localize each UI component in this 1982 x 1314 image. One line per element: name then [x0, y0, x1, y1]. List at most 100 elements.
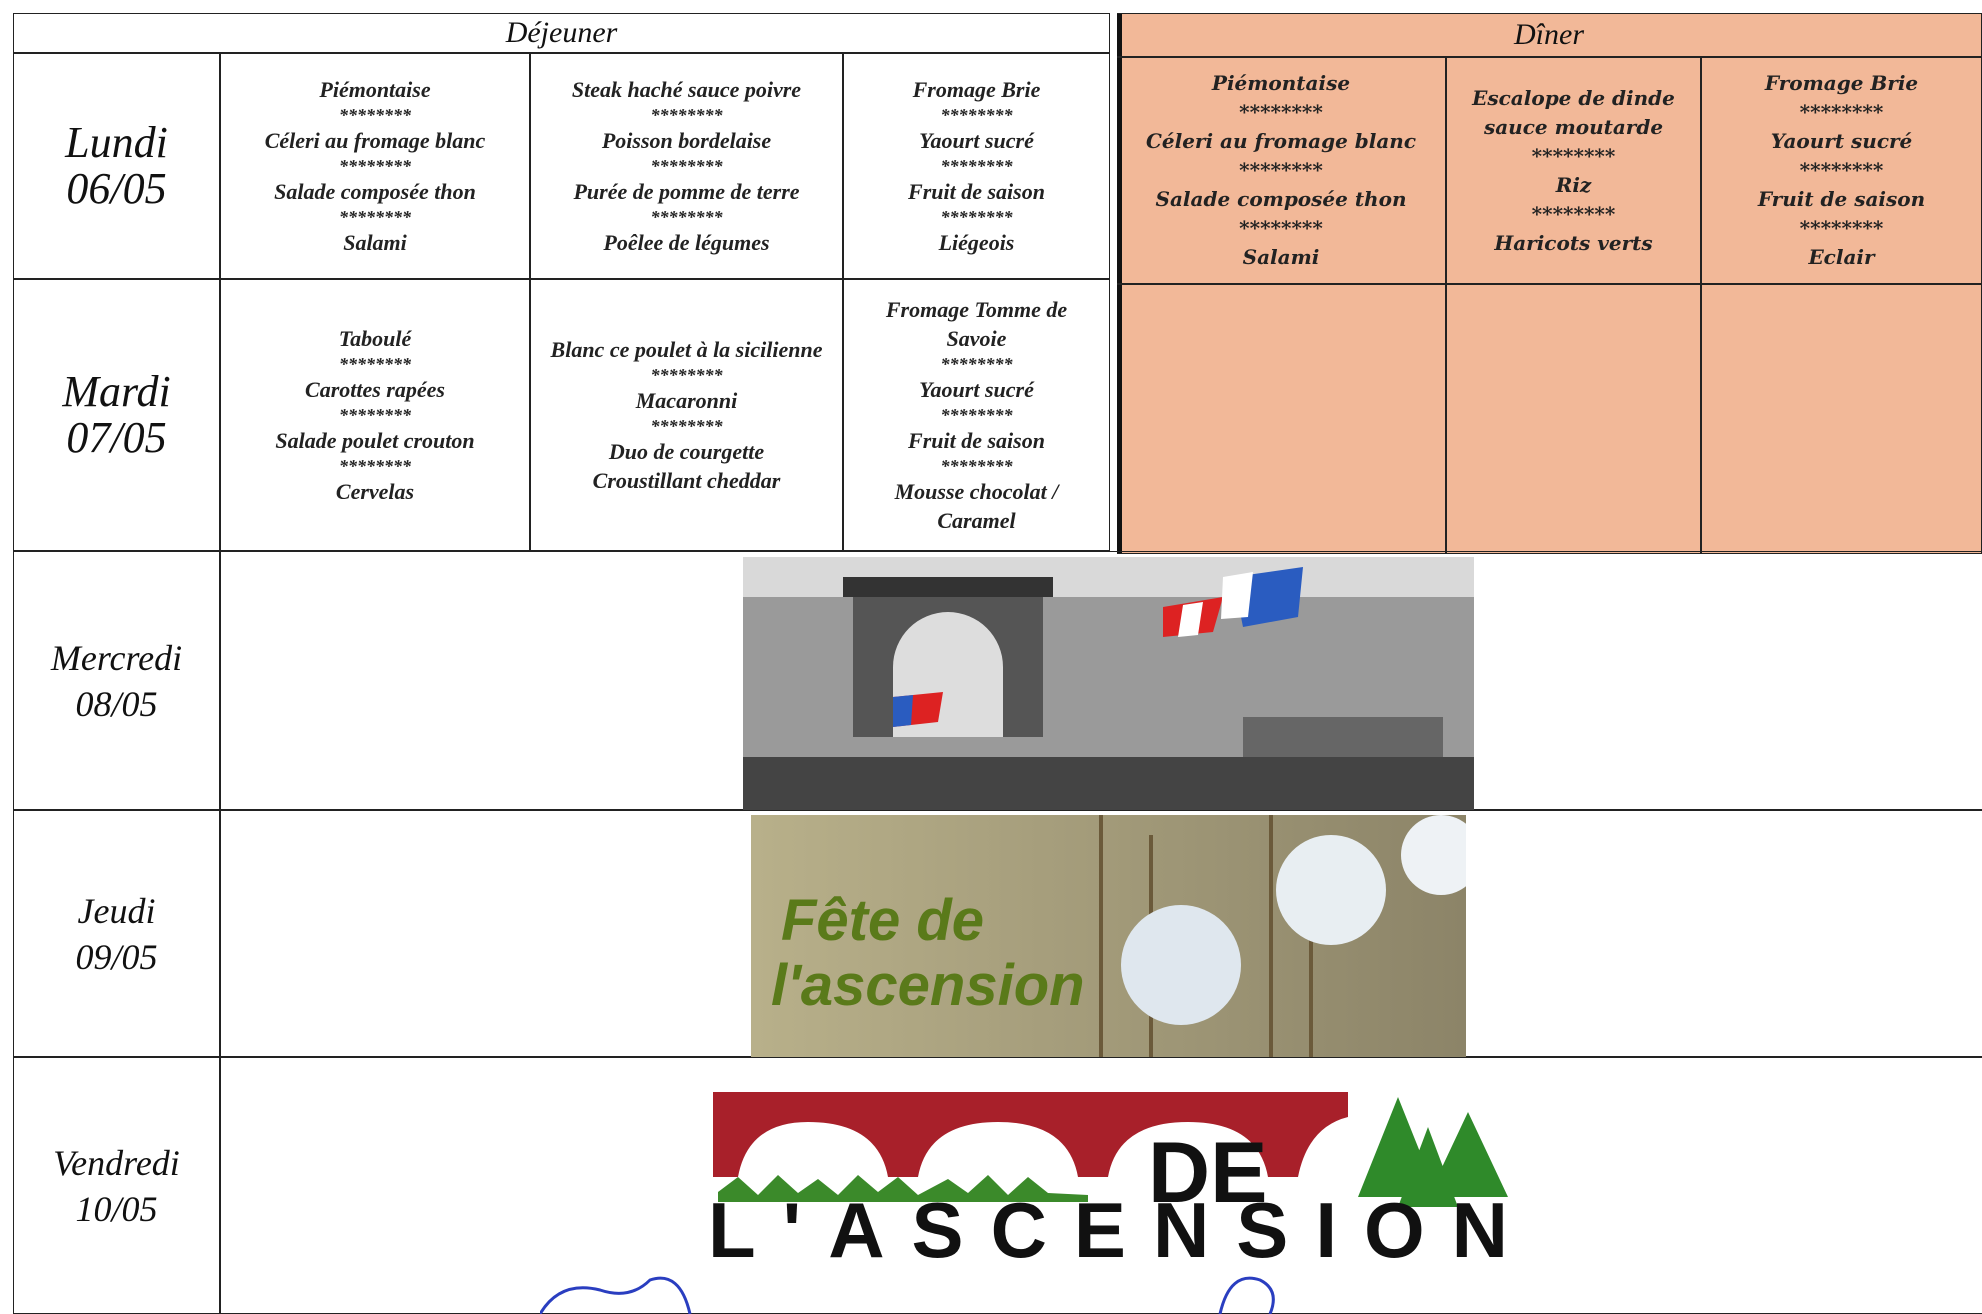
menu-item: ******** [940, 207, 1013, 227]
menu-item: ******** [940, 405, 1013, 425]
day-name: Jeudi [77, 890, 156, 931]
menu-item: Liégeois [938, 230, 1015, 255]
menu-item: ******** [1531, 201, 1616, 226]
lunch-cell: Steak haché sauce poivre ******** Poisson … [530, 53, 843, 279]
menu-item: Duo de courgette [608, 439, 765, 464]
menu-item: Mousse chocolat / Caramel [894, 479, 1059, 533]
menu-item: Steak haché sauce poivre [571, 77, 802, 102]
menu-item: Fruit de saison [908, 428, 1045, 453]
menu-item: Escalope de dinde sauce moutarde [1472, 85, 1675, 139]
menu-item: ******** [650, 105, 723, 125]
menu-item: Poêlee de légumes [603, 230, 770, 255]
menu-item: ******** [650, 416, 723, 436]
menu-item: ******** [1239, 158, 1323, 182]
menu-item: ******** [650, 365, 723, 385]
menu-item: Fromage Brie [912, 77, 1041, 102]
menu-item: ******** [339, 105, 411, 125]
menu-item: Carottes rapées [305, 377, 445, 402]
lunch-cell: Piémontaise ******** Céleri au fromage bla… [220, 53, 530, 279]
menu-item: ******** [940, 456, 1013, 476]
menu-item: Yaourt sucré [1770, 129, 1913, 153]
header-text: Déjeuner [505, 16, 618, 49]
menu-item: Cervelas [335, 479, 415, 504]
menu-item: Fruit de saison [908, 179, 1045, 204]
day-cell: Mardi 07/05 [13, 279, 220, 551]
signature [540, 1276, 1275, 1314]
menu-item: Salade composée thon [1155, 187, 1407, 211]
menu-item: Taboulé [338, 326, 412, 351]
menu-item: Salami [343, 230, 407, 255]
day-name: Vendredi [53, 1142, 180, 1183]
menu-item: ******** [339, 354, 411, 374]
menu-item: Poisson bordelaise [601, 128, 772, 153]
lunch-cell: Blanc ce poulet à la sicilienne ******** M… [530, 279, 843, 551]
menu-item: Eclair [1808, 245, 1875, 269]
menu-item: Salade poulet crouton [275, 428, 475, 453]
day-date: 08/05 [75, 683, 158, 724]
menu-item: ******** [940, 354, 1013, 374]
lunch-cell: Fromage Brie ******** Yaourt sucré ********… [843, 53, 1110, 279]
lunch-header: Déjeuner [13, 13, 1110, 53]
menu-item: ******** [1239, 216, 1323, 240]
day-cell: Lundi 06/05 [13, 53, 220, 279]
day-cell: Jeudi 09/05 [13, 810, 220, 1057]
menu-item: Purée de pomme de terre [573, 179, 800, 204]
menu-item: ******** [940, 156, 1013, 176]
ascension-bridge-image: DE L'ASCENSION [708, 1092, 1508, 1267]
dinner-cell [1446, 284, 1701, 554]
menu-item: ******** [339, 405, 411, 425]
image-text: Fête de [781, 888, 984, 953]
victory-day-image [743, 557, 1474, 810]
menu-item: ******** [1799, 100, 1884, 124]
menu-item: Macaronni [635, 388, 738, 413]
menu-item: ******** [1531, 143, 1616, 168]
menu-item: Céleri au fromage blanc [264, 128, 486, 153]
dinner-cell: Piémontaise ******** Céleri au fromage bla… [1117, 57, 1446, 284]
menu-item: Céleri au fromage blanc [1145, 129, 1417, 153]
menu-item: Blanc ce poulet à la sicilienne [550, 337, 823, 362]
header-text: Dîner [1514, 18, 1584, 51]
menu-item: Fromage Tomme de Savoie [885, 297, 1068, 351]
image-text: l'ascension [771, 953, 1085, 1018]
day-date: 07/05 [66, 413, 167, 462]
menu-item: ******** [940, 105, 1013, 125]
menu-item: ******** [339, 207, 411, 227]
dinner-cell [1117, 284, 1446, 554]
menu-item: Salami [1242, 245, 1320, 269]
lunch-cell: Taboulé ******** Carottes rapées ******** Sa… [220, 279, 530, 551]
dinner-cell [1701, 284, 1982, 554]
menu-item: ******** [650, 156, 723, 176]
day-date: 10/05 [75, 1188, 158, 1229]
day-name: Mardi [62, 367, 171, 416]
menu-item: ******** [339, 456, 411, 476]
lunch-cell: Fromage Tomme de Savoie ******** Yaourt su… [843, 279, 1110, 551]
dinner-header: Dîner [1117, 13, 1982, 57]
menu-item: ******** [1799, 158, 1884, 182]
menu-item: ******** [339, 156, 411, 176]
day-name: Lundi [65, 118, 168, 167]
day-cell: Vendredi 10/05 [13, 1057, 220, 1314]
menu-item: Fruit de saison [1757, 187, 1926, 211]
menu-item: Piémontaise [319, 77, 431, 102]
dinner-cell: Fromage Brie ******** Yaourt sucré ********… [1701, 57, 1982, 284]
menu-item: Piémontaise [1211, 71, 1351, 95]
menu-item: Salade composée thon [274, 179, 476, 204]
menu-item: ******** [1799, 216, 1884, 240]
day-date: 09/05 [75, 936, 158, 977]
image-text: L'ASCENSION [708, 1186, 1508, 1267]
day-name: Mercredi [50, 637, 183, 678]
menu-item: ******** [650, 207, 723, 227]
menu-item: Fromage Brie [1764, 71, 1919, 95]
day-date: 06/05 [66, 164, 167, 213]
menu-item: Yaourt sucré [919, 377, 1034, 402]
day-cell: Mercredi 08/05 [13, 551, 220, 810]
menu-item: ******** [1239, 100, 1323, 124]
menu-item: Haricots verts [1494, 230, 1653, 255]
dinner-cell: Escalope de dinde sauce moutarde ********… [1446, 57, 1701, 284]
menu-item: Riz [1555, 172, 1592, 197]
image-text: DE [1148, 1125, 1267, 1221]
menu-item: Croustillant cheddar [592, 468, 781, 493]
menu-item: Yaourt sucré [919, 128, 1034, 153]
ascension-image: Fête de l'ascension [751, 815, 1466, 1057]
